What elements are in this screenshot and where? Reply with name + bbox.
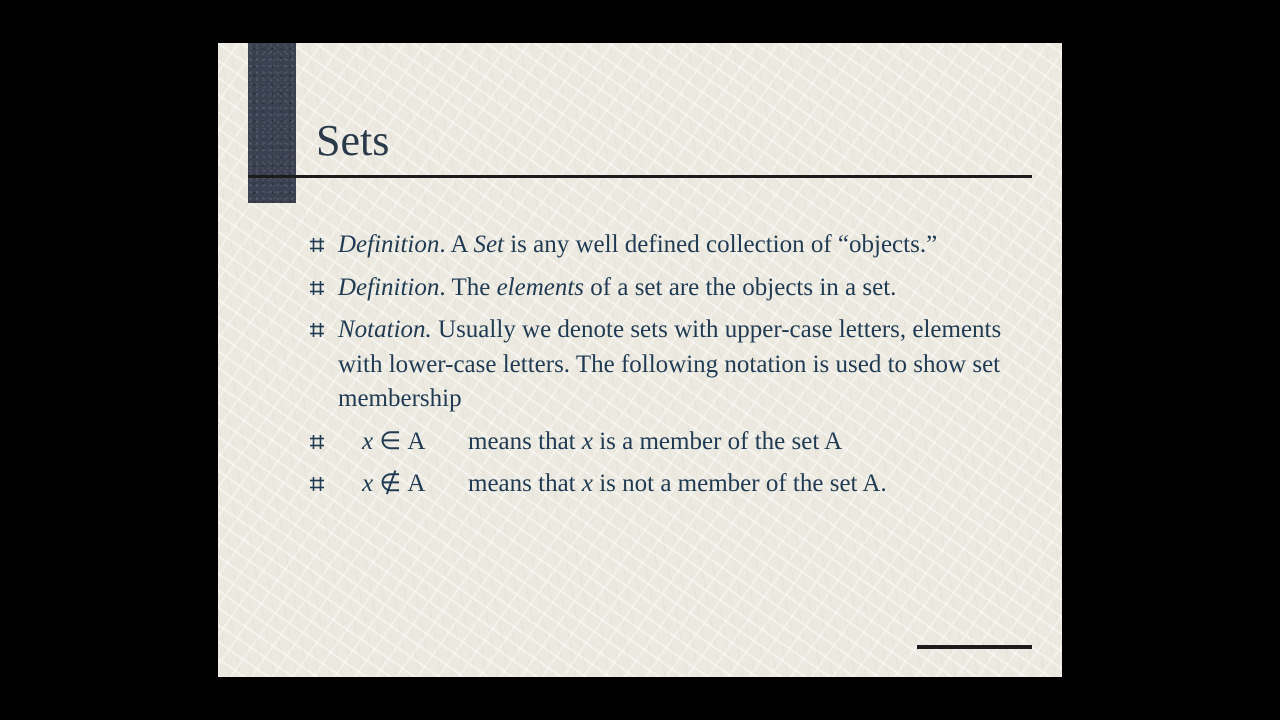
- math-description: means that x is a member of the set A: [468, 425, 842, 460]
- bullet-item-math: x ∈ A means that x is a member of the se…: [310, 425, 1022, 460]
- math-expression: x ∉ A: [338, 467, 468, 502]
- bullet-text: Notation. Usually we denote sets with up…: [338, 313, 1022, 417]
- slide: Sets Definition. A Set is any well defin…: [218, 43, 1062, 677]
- slide-title: Sets: [316, 115, 389, 166]
- grid-bullet-icon: [310, 477, 324, 491]
- grid-bullet-icon: [310, 238, 324, 252]
- grid-bullet-icon: [310, 323, 324, 337]
- math-expression: x ∈ A: [338, 425, 468, 460]
- bullet-item: Definition. A Set is any well defined co…: [310, 228, 1022, 263]
- title-underline: [248, 175, 1032, 178]
- grid-bullet-icon: [310, 281, 324, 295]
- bullet-item: Notation. Usually we denote sets with up…: [310, 313, 1022, 417]
- math-description: means that x is not a member of the set …: [468, 467, 887, 502]
- bullet-text: Definition. The elements of a set are th…: [338, 271, 1022, 306]
- bullet-text: x ∈ A means that x is a member of the se…: [338, 425, 1022, 460]
- bullet-text: Definition. A Set is any well defined co…: [338, 228, 1022, 263]
- accent-block: [248, 43, 296, 203]
- bullet-text: x ∉ A means that x is not a member of th…: [338, 467, 1022, 502]
- bullet-item-math: x ∉ A means that x is not a member of th…: [310, 467, 1022, 502]
- grid-bullet-icon: [310, 435, 324, 449]
- slide-content: Definition. A Set is any well defined co…: [310, 228, 1022, 510]
- bullet-item: Definition. The elements of a set are th…: [310, 271, 1022, 306]
- bottom-accent-line: [917, 645, 1032, 649]
